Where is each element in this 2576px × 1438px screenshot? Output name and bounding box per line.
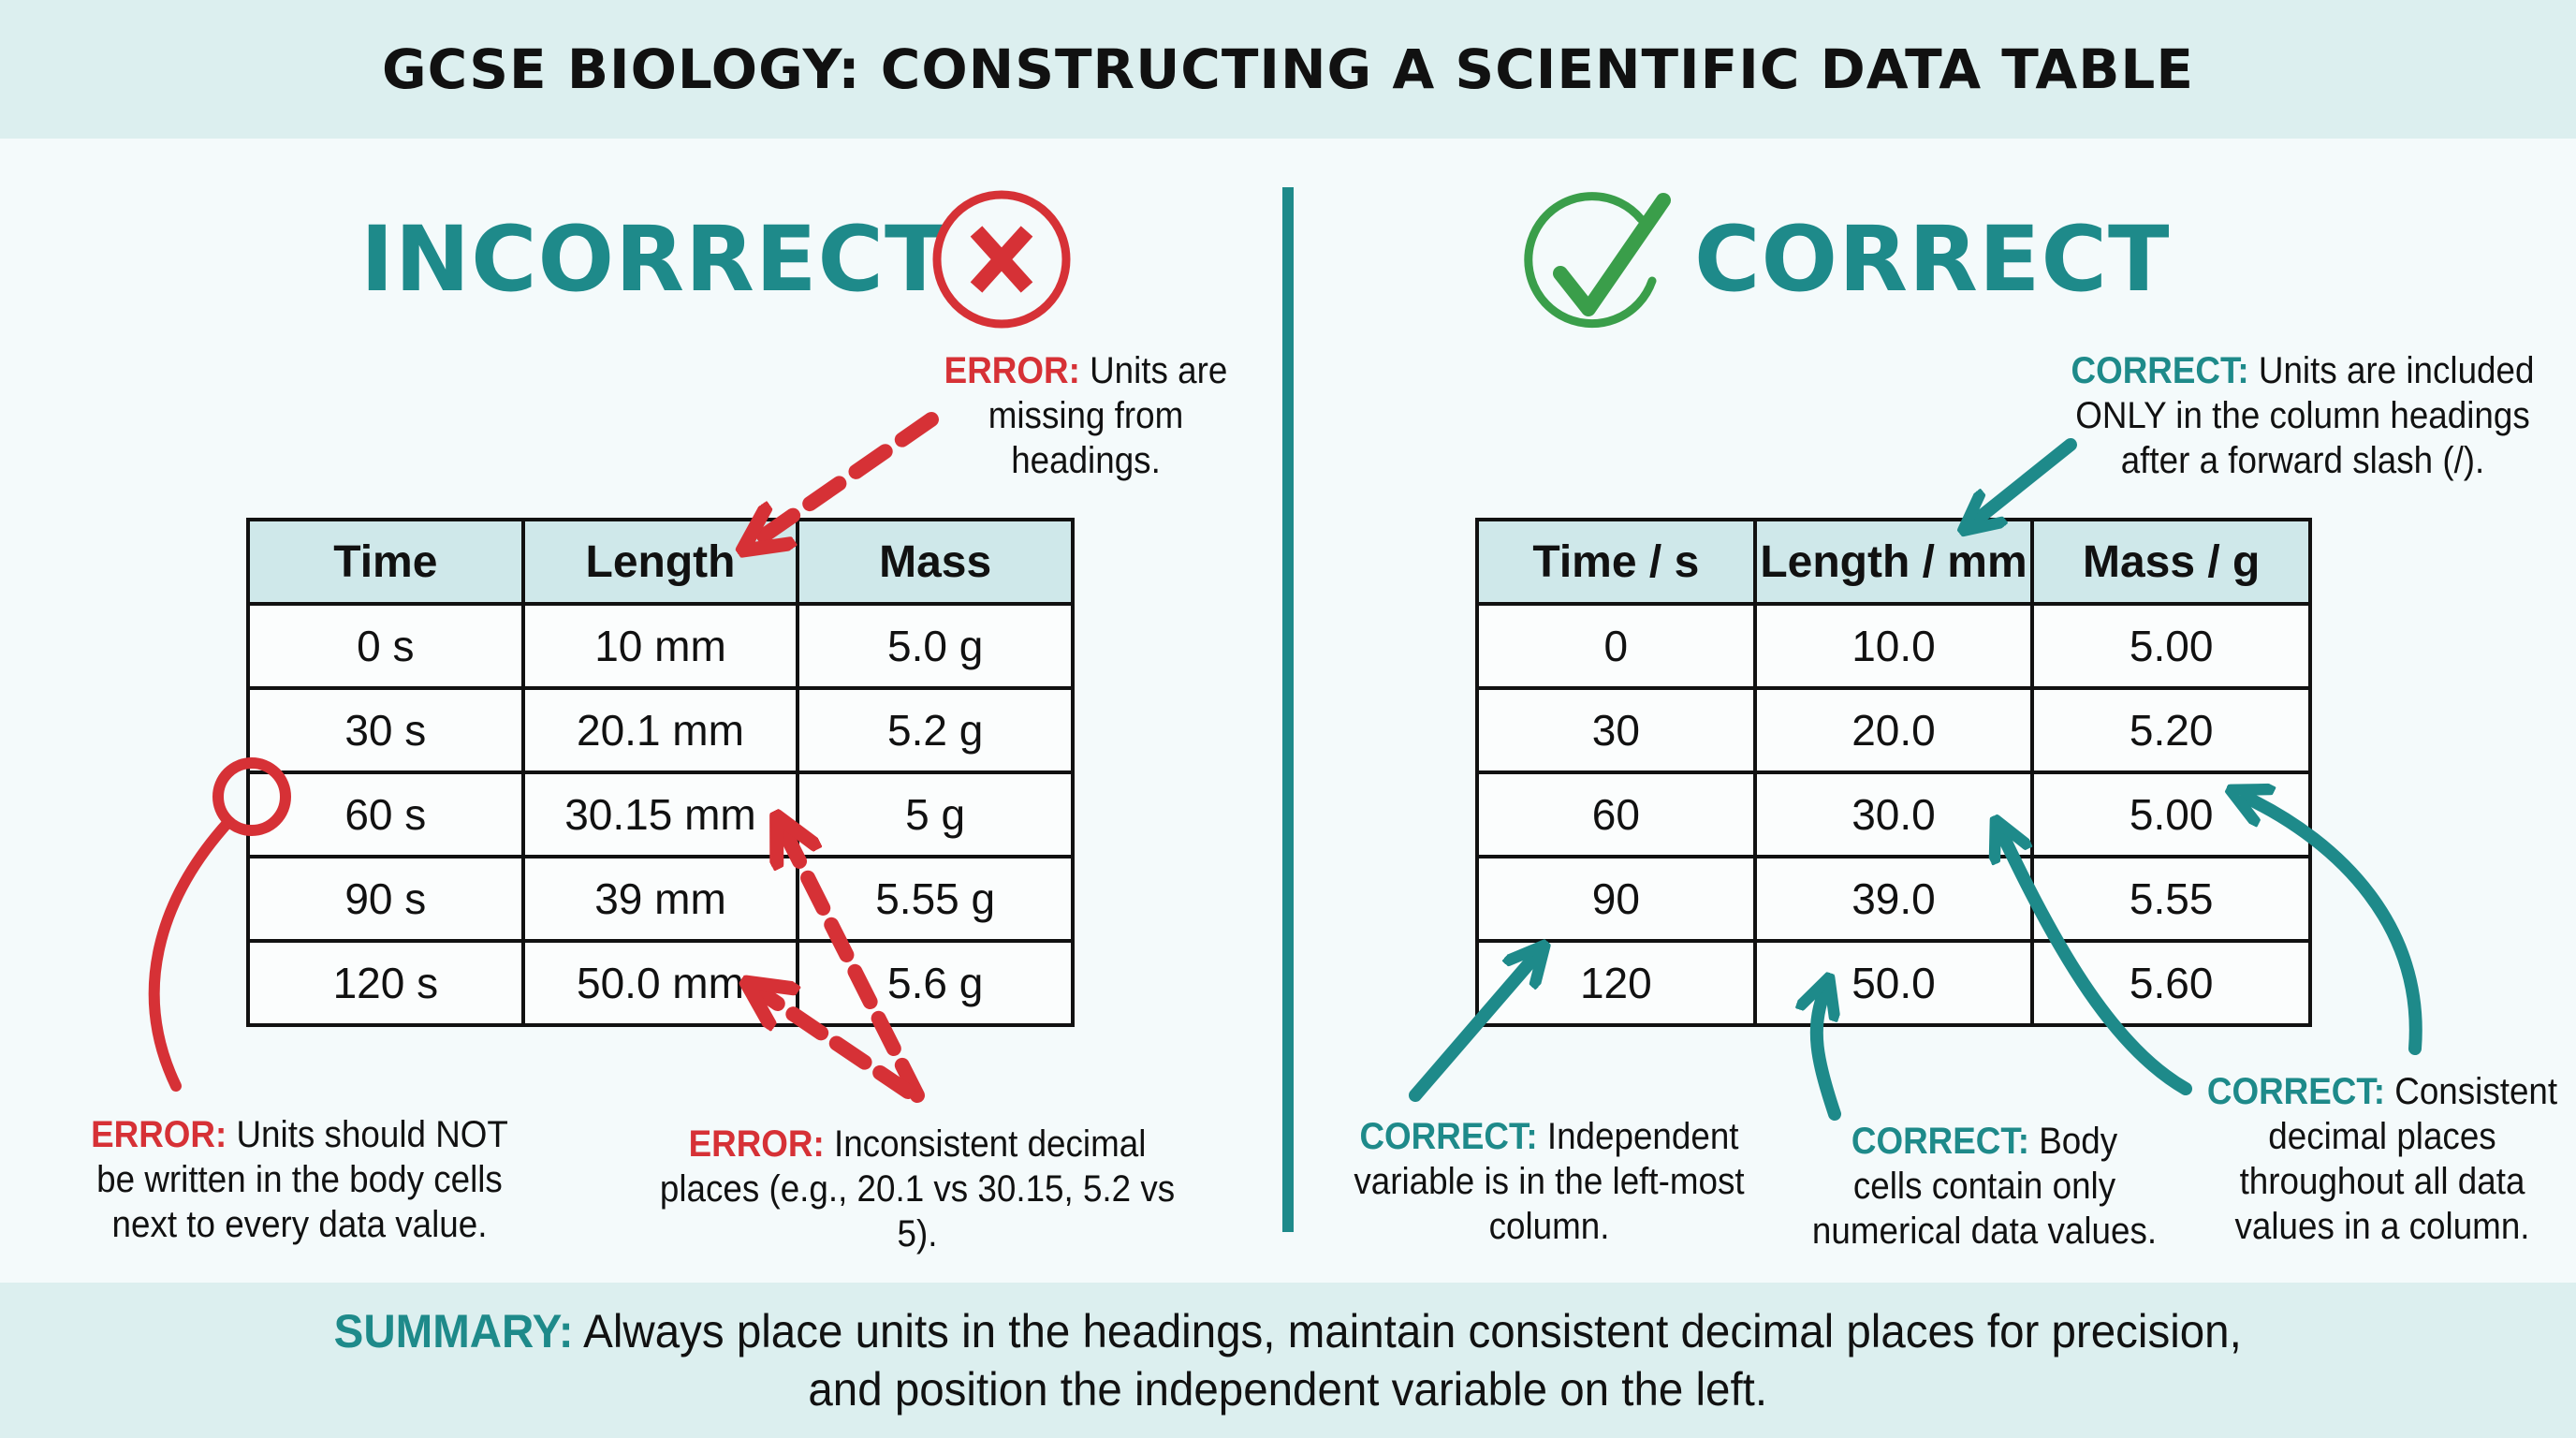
correct-tag: CORRECT: (2071, 350, 2249, 391)
table-row: 30 s 20.1 mm 5.2 g (246, 686, 1075, 774)
cell-length: 39.0 (1752, 855, 2035, 943)
note-independent-variable: CORRECT: Independent variable is in the … (1354, 1116, 1745, 1247)
cell-length: 50.0 (1752, 939, 2035, 1027)
cell-mass: 5.00 (2030, 602, 2312, 690)
x-circle-icon (929, 187, 1074, 336)
note-units-missing: ERROR: Units are missing from headings. (944, 350, 1228, 481)
header-time: Time (246, 518, 525, 606)
table-row: 60 30.0 5.00 (1475, 770, 2312, 858)
cell-mass: 5.0 g (796, 602, 1075, 690)
table-row: 120 50.0 5.60 (1475, 939, 2312, 1027)
table-row: 30 20.0 5.20 (1475, 686, 2312, 774)
correct-tag: CORRECT: (1359, 1116, 1538, 1157)
error-tag: ERROR: (944, 350, 1080, 391)
note-consistent-decimals: CORRECT: Consistent decimal places throu… (2206, 1071, 2558, 1247)
cell-length: 50.0 mm (520, 939, 800, 1027)
cell-mass: 5 g (796, 770, 1075, 858)
cell-mass: 5.55 g (796, 855, 1075, 943)
table-row: 0 s 10 mm 5.0 g (246, 602, 1075, 690)
cell-time: 120 s (246, 939, 525, 1027)
note-numerical-only: CORRECT: Body cells contain only numeric… (1811, 1121, 2158, 1252)
center-divider (1282, 187, 1294, 1232)
header-length: Length / mm (1752, 518, 2035, 606)
teal-arrow-headings-icon (1977, 438, 2077, 520)
cell-time: 120 (1475, 939, 1757, 1027)
note-units-in-headings: CORRECT: Units are included ONLY in the … (2071, 350, 2535, 481)
note-inconsistent-decimals: ERROR: Inconsistent decimal places (e.g.… (659, 1123, 1176, 1255)
cell-mass: 5.6 g (796, 939, 1075, 1027)
cell-mass: 5.2 g (796, 686, 1075, 774)
cell-length: 30.15 mm (520, 770, 800, 858)
summary-banner: SUMMARY: Always place units in the headi… (0, 1283, 2576, 1438)
error-tag: ERROR: (91, 1114, 227, 1155)
cell-time: 0 s (246, 602, 525, 690)
note-units-in-body: ERROR: Units should NOT be written in th… (91, 1114, 508, 1245)
table-row: 0 10.0 5.00 (1475, 602, 2312, 690)
header-time: Time / s (1475, 518, 1757, 606)
incorrect-data-table: Time Length Mass 0 s 10 mm 5.0 g 30 s 20… (246, 518, 1075, 1027)
cell-time: 0 (1475, 602, 1757, 690)
correct-heading: CORRECT (1694, 207, 2171, 312)
cell-time: 60 s (246, 770, 525, 858)
cell-mass: 5.55 (2030, 855, 2312, 943)
table-row: 90 39.0 5.55 (1475, 855, 2312, 943)
cell-time: 30 s (246, 686, 525, 774)
cell-length: 30.0 (1752, 770, 2035, 858)
table-row: 90 s 39 mm 5.55 g (246, 855, 1075, 943)
cell-time: 90 s (246, 855, 525, 943)
page-title: GCSE BIOLOGY: CONSTRUCTING A SCIENTIFIC … (381, 37, 2195, 101)
summary-text: SUMMARY: Always place units in the headi… (333, 1305, 2243, 1416)
error-tag: ERROR: (688, 1123, 825, 1165)
cell-mass: 5.20 (2030, 686, 2312, 774)
summary-tag: SUMMARY: (333, 1305, 574, 1357)
table-row: 120 s 50.0 mm 5.6 g (246, 939, 1075, 1027)
table-header-row: Time / s Length / mm Mass / g (1475, 518, 2312, 606)
cell-time: 30 (1475, 686, 1757, 774)
table-header-row: Time Length Mass (246, 518, 1075, 606)
cell-mass: 5.00 (2030, 770, 2312, 858)
cell-length: 10.0 (1752, 602, 2035, 690)
cell-time: 90 (1475, 855, 1757, 943)
cell-length: 20.0 (1752, 686, 2035, 774)
correct-tag: CORRECT: (2206, 1071, 2386, 1112)
header-mass: Mass (796, 518, 1075, 606)
cell-time: 60 (1475, 770, 1757, 858)
table-row: 60 s 30.15 mm 5 g (246, 770, 1075, 858)
cell-length: 39 mm (520, 855, 800, 943)
cell-length: 10 mm (520, 602, 800, 690)
correct-tag: CORRECT: (1851, 1121, 2030, 1162)
check-circle-icon (1521, 187, 1680, 342)
correct-data-table: Time / s Length / mm Mass / g 0 10.0 5.0… (1475, 518, 2312, 1027)
cell-mass: 5.60 (2030, 939, 2312, 1027)
title-banner: GCSE BIOLOGY: CONSTRUCTING A SCIENTIFIC … (0, 0, 2576, 139)
header-mass: Mass / g (2030, 518, 2312, 606)
header-length: Length (520, 518, 800, 606)
incorrect-heading: INCORRECT (360, 207, 947, 312)
cell-length: 20.1 mm (520, 686, 800, 774)
